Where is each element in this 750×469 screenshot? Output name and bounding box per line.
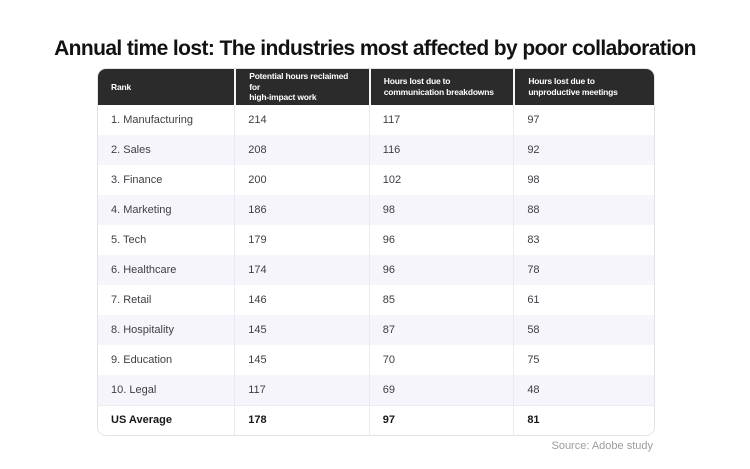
rank-cell: 3. Finance [98,164,235,195]
rank-cell: 9. Education [98,344,235,375]
reclaimed-cell: 214 [234,104,369,135]
reclaimed-cell: 179 [234,224,369,255]
communication-cell: 96 [368,224,514,255]
meetings-cell: 88 [513,194,654,225]
page-title: Annual time lost: The industries most af… [54,37,696,61]
meetings-cell: 48 [513,374,654,405]
rank-cell: 8. Hospitality [98,314,235,345]
communication-cell: 96 [368,254,514,285]
reclaimed-cell: 208 [234,134,369,165]
rank-cell: 6. Healthcare [98,254,235,285]
meetings-cell: 83 [513,224,654,255]
us-average-row: US Average 178 97 81 [98,404,654,435]
reclaimed-cell: 178 [234,404,369,435]
meetings-cell: 98 [513,164,654,195]
reclaimed-cell: 145 [234,344,369,375]
rank-cell: 1. Manufacturing [98,104,235,135]
table-header-row: Rank Potential hours reclaimed for high-… [98,69,654,105]
rank-cell: 2. Sales [98,134,235,165]
column-header-meetings: Hours lost due to unproductive meetings [513,69,654,105]
communication-cell: 102 [368,164,514,195]
table-row: 10. Legal 117 69 48 [98,374,654,405]
table-row: 5. Tech 179 96 83 [98,224,654,255]
reclaimed-cell: 146 [234,284,369,315]
meetings-cell: 78 [513,254,654,285]
rank-cell: 4. Marketing [98,194,235,225]
rank-cell: 5. Tech [98,224,235,255]
column-header-reclaimed: Potential hours reclaimed for high-impac… [234,69,369,105]
column-header-communication: Hours lost due to communication breakdow… [368,69,514,105]
table-row: 4. Marketing 186 98 88 [98,194,654,225]
meetings-cell: 97 [513,104,654,135]
column-header-rank: Rank [98,69,235,105]
reclaimed-cell: 145 [234,314,369,345]
communication-cell: 117 [368,104,514,135]
rank-cell: US Average [98,404,235,435]
reclaimed-cell: 200 [234,164,369,195]
table-row: 7. Retail 146 85 61 [98,284,654,315]
communication-cell: 69 [368,374,514,405]
communication-cell: 70 [368,344,514,375]
meetings-cell: 61 [513,284,654,315]
table-row: 6. Healthcare 174 96 78 [98,254,654,285]
industries-table: Rank Potential hours reclaimed for high-… [97,68,655,436]
meetings-cell: 92 [513,134,654,165]
communication-cell: 116 [368,134,514,165]
communication-cell: 87 [368,314,514,345]
communication-cell: 97 [368,404,514,435]
table-row: 2. Sales 208 116 92 [98,134,654,165]
rank-cell: 10. Legal [98,374,235,405]
table-row: 3. Finance 200 102 98 [98,164,654,195]
reclaimed-cell: 174 [234,254,369,285]
table-row: 1. Manufacturing 214 117 97 [98,104,654,135]
table-row: 9. Education 145 70 75 [98,344,654,375]
communication-cell: 98 [368,194,514,225]
meetings-cell: 75 [513,344,654,375]
meetings-cell: 58 [513,314,654,345]
meetings-cell: 81 [513,404,654,435]
source-note: Source: Adobe study [551,440,653,452]
reclaimed-cell: 117 [234,374,369,405]
rank-cell: 7. Retail [98,284,235,315]
table-row: 8. Hospitality 145 87 58 [98,314,654,345]
communication-cell: 85 [368,284,514,315]
reclaimed-cell: 186 [234,194,369,225]
